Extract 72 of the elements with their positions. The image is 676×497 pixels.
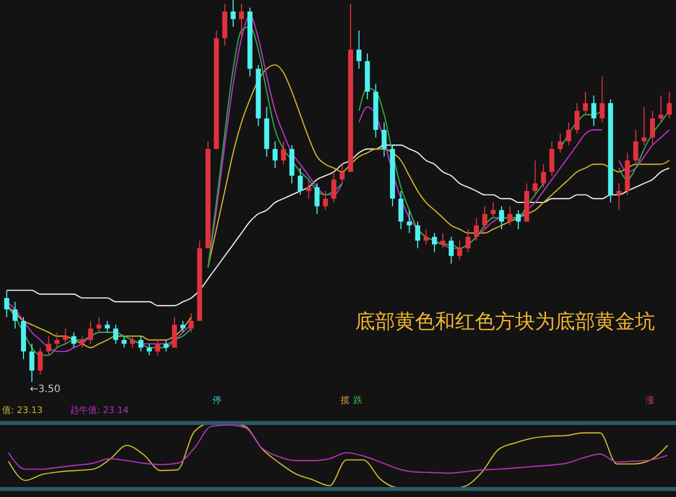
candlestick <box>155 339 160 356</box>
candlestick <box>172 316 177 348</box>
candlestick <box>113 324 118 344</box>
text: ←3.50 <box>30 384 61 395</box>
candlestick <box>591 95 596 127</box>
candlestick <box>62 328 68 344</box>
candlestick <box>130 336 136 348</box>
candlestick <box>432 232 437 253</box>
candlestick <box>382 122 387 158</box>
candlestick <box>71 332 76 348</box>
text: 趋牛值: 23.14 <box>70 405 129 416</box>
candlestick <box>482 206 488 230</box>
candlestick <box>499 206 504 230</box>
candlestick <box>272 140 278 169</box>
candlestick <box>280 140 286 165</box>
candlestick <box>440 232 446 249</box>
candlestick <box>406 210 412 234</box>
candlestick <box>122 336 127 348</box>
candlestick <box>507 206 512 226</box>
annotation: 底部黄色和红色方块为底部黄金坑 <box>355 309 655 333</box>
candlestick <box>642 106 647 146</box>
candlestick <box>616 182 622 211</box>
candlestick <box>448 236 454 264</box>
candlestick <box>650 110 656 146</box>
candlestick <box>96 316 102 333</box>
candlestick <box>188 312 194 333</box>
candlestick <box>474 217 479 242</box>
candlestick <box>80 336 85 348</box>
candlestick <box>138 336 144 352</box>
candlestick <box>516 210 521 230</box>
candlestick <box>398 190 404 230</box>
candlestick <box>356 30 362 70</box>
candlestick <box>164 339 169 352</box>
candlestick <box>457 240 462 260</box>
candlestick <box>322 190 328 211</box>
candlestick <box>540 164 546 188</box>
candlestick <box>600 76 605 123</box>
candlestick <box>146 343 152 356</box>
candlestick <box>566 122 572 146</box>
candlestick <box>54 332 60 348</box>
candlestick <box>666 91 672 119</box>
candlestick <box>314 182 320 214</box>
candlestick <box>490 202 496 218</box>
candlestick <box>306 179 312 200</box>
candlestick <box>29 343 34 382</box>
text: 涨 <box>646 395 654 406</box>
candlestick <box>298 168 303 196</box>
text: 停 <box>212 395 222 406</box>
candlestick <box>331 171 336 203</box>
candlestick <box>46 336 52 356</box>
candlestick <box>88 320 94 344</box>
candlestick <box>532 160 538 196</box>
candlestick <box>239 3 244 39</box>
candlestick <box>104 320 110 333</box>
candlestick <box>574 102 580 134</box>
candlestick <box>415 221 420 249</box>
candlestick <box>466 228 470 253</box>
candlestick <box>549 140 554 176</box>
text: 值: 23.13 <box>2 405 43 416</box>
candlestick <box>633 129 638 165</box>
candlestick <box>4 290 10 318</box>
candlestick <box>558 133 563 154</box>
candlestick <box>12 301 18 330</box>
candlestick <box>582 91 588 116</box>
candlestick <box>230 0 236 28</box>
candlestick <box>38 347 43 375</box>
candlestick <box>658 95 664 123</box>
candlestick <box>180 320 186 333</box>
text: 跌 <box>354 395 362 406</box>
text: 揽 <box>340 395 350 406</box>
candlestick <box>340 164 345 184</box>
candlestick <box>424 228 429 245</box>
